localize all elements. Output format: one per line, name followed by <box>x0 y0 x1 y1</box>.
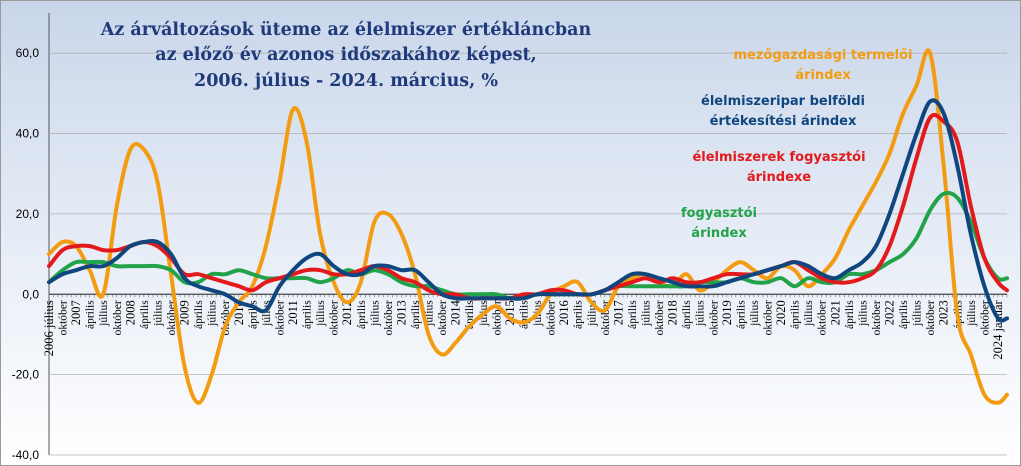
series-label-3: árindexe <box>747 170 811 185</box>
series-label-4: árindex <box>691 226 747 241</box>
x-tick-label: július <box>369 300 381 327</box>
x-tick-label: október <box>871 300 883 335</box>
x-tick-label: április <box>302 300 314 329</box>
y-tick-label: 40,0 <box>16 127 40 141</box>
series-label-1: mezőgazdasági termelői <box>733 48 912 63</box>
x-tick-label: 2022 <box>883 300 897 325</box>
series-label-1: árindex <box>795 68 851 83</box>
x-tick-label: 2021 <box>828 300 842 325</box>
x-tick-label: október <box>274 300 286 335</box>
y-tick-label: 0,0 <box>22 287 39 301</box>
series-label-3: élelmiszerek fogyasztói <box>692 150 865 165</box>
x-tick-label: április <box>518 300 530 329</box>
x-tick-label: 2018 <box>666 300 680 325</box>
x-tick-label: 2014 <box>449 300 463 326</box>
chart-title-line-2: az előző év azonos időszakához képest, <box>155 45 536 65</box>
x-tick-label: július <box>695 300 707 327</box>
x-tick-label: július <box>315 300 327 327</box>
x-tick-label: 2017 <box>611 300 625 325</box>
x-tick-label: 2012 <box>340 300 354 325</box>
x-tick-label: április <box>681 300 693 329</box>
x-tick-label: április <box>735 300 747 329</box>
x-tick-label: október <box>383 300 395 335</box>
x-tick-label: 2008 <box>123 300 137 325</box>
x-tick-label: 2009 <box>178 300 192 325</box>
x-tick-label: 2006 július <box>42 300 56 356</box>
x-tick-label: október <box>654 300 666 335</box>
y-tick-label: -40,0 <box>12 448 40 462</box>
x-tick-label: július <box>803 300 815 327</box>
series-label-2: értékesítési árindex <box>710 114 857 129</box>
x-tick-label: április <box>898 300 910 329</box>
chart-title-line-3: 2006. július - 2024. március, % <box>194 71 498 91</box>
x-tick-label: 2023 <box>937 300 951 325</box>
x-tick-label: április <box>356 300 368 329</box>
x-tick-label: július <box>857 300 869 327</box>
y-tick-label: 20,0 <box>16 207 40 221</box>
x-tick-label: július <box>912 300 924 327</box>
x-tick-label: július <box>640 300 652 327</box>
x-tick-label: április <box>627 300 639 329</box>
x-tick-label: július <box>207 300 219 327</box>
x-tick-label: október <box>437 300 449 335</box>
series-label-2: élelmiszeripar belföldi <box>701 94 865 109</box>
x-tick-label: április <box>410 300 422 329</box>
x-tick-label: 2011 <box>286 300 300 325</box>
series-label-4: fogyasztói <box>681 206 757 221</box>
x-tick-label: október <box>58 300 70 335</box>
x-tick-label: július <box>966 300 978 327</box>
y-tick-label: 60,0 <box>16 46 40 60</box>
chart-title: Az árváltozások üteme az élelmiszer érté… <box>100 20 592 91</box>
x-tick-label: 2013 <box>394 300 408 325</box>
x-tick-label: október <box>979 300 991 335</box>
x-tick-label: 2020 <box>774 300 788 325</box>
x-tick-label: október <box>817 300 829 335</box>
x-tick-label: 2007 <box>69 300 83 325</box>
x-tick-label: április <box>573 300 585 329</box>
series-line-2 <box>47 98 1009 323</box>
x-tick-label: április <box>844 300 856 329</box>
x-tick-label: október <box>763 300 775 335</box>
x-tick-label: október <box>925 300 937 335</box>
x-tick-label: július <box>98 300 110 327</box>
x-tick-label: április <box>790 300 802 329</box>
x-tick-label: július <box>749 300 761 327</box>
x-tick-label: április <box>85 300 97 329</box>
x-tick-label: október <box>546 300 558 335</box>
y-tick-label: -20,0 <box>12 368 40 382</box>
chart-title-line-1: Az árváltozások üteme az élelmiszer érté… <box>100 20 592 40</box>
x-tick-label: 2016 <box>557 300 571 325</box>
x-tick-label: április <box>139 300 151 329</box>
x-tick-label: október <box>329 300 341 335</box>
x-tick-label: október <box>112 300 124 335</box>
x-tick-label: 2019 <box>720 300 734 325</box>
x-tick-label: április <box>193 300 205 329</box>
x-tick-label: október <box>708 300 720 335</box>
x-tick-label: július <box>152 300 164 327</box>
series-line-1 <box>47 48 1009 405</box>
